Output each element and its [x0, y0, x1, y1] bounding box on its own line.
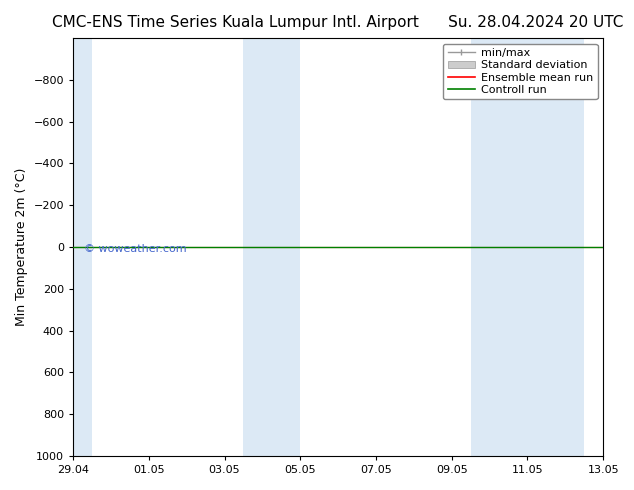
Title: CMC-ENS Time Series Kuala Lumpur Intl. Airport      Su. 28.04.2024 20 UTC: CMC-ENS Time Series Kuala Lumpur Intl. A… — [53, 15, 624, 30]
Bar — [470, 38, 585, 456]
Y-axis label: Min Temperature 2m (°C): Min Temperature 2m (°C) — [15, 168, 28, 326]
Bar — [54, 38, 92, 456]
Text: © woweather.com: © woweather.com — [84, 244, 186, 254]
Bar — [243, 38, 301, 456]
Legend: min/max, Standard deviation, Ensemble mean run, Controll run: min/max, Standard deviation, Ensemble me… — [443, 44, 598, 99]
